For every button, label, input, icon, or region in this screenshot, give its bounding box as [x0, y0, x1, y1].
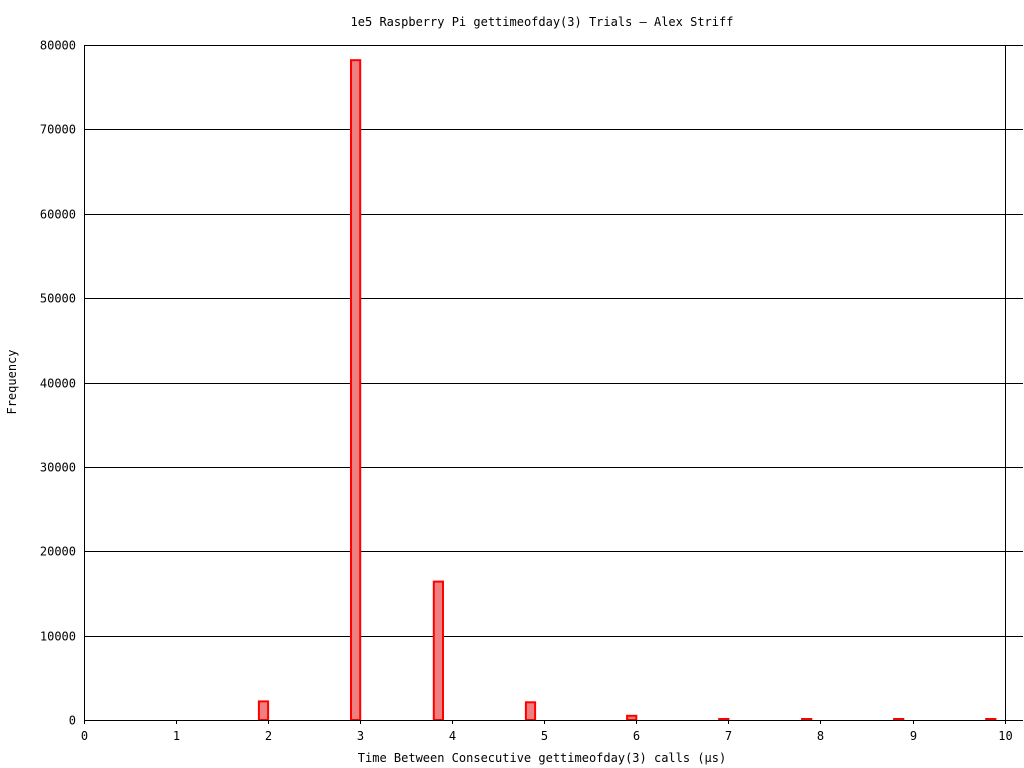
y-tick-label: 30000 — [40, 461, 76, 475]
y-tick-label: 50000 — [40, 292, 76, 306]
histogram-bar — [718, 718, 730, 721]
x-tick-label: 0 — [81, 729, 88, 743]
x-tick-label: 3 — [357, 729, 364, 743]
x-tick-label: 4 — [449, 729, 456, 743]
y-tick-label: 80000 — [40, 39, 76, 53]
x-tick-label: 5 — [541, 729, 548, 743]
x-tick-label: 2 — [265, 729, 272, 743]
x-axis-ticks: 0 1 2 3 4 5 6 7 8 9 10 — [81, 720, 1013, 743]
y-axis-ticks: 0 10000 20000 30000 40000 50000 60000 70000 8000… — [40, 39, 76, 728]
histogram-bar — [524, 701, 537, 721]
x-tick-label: 8 — [817, 729, 824, 743]
histogram-bar — [893, 718, 905, 721]
y-tick-label: 0 — [69, 714, 76, 728]
x-tick-label: 1 — [173, 729, 180, 743]
histogram-bar — [350, 59, 362, 721]
histogram-bar — [432, 580, 444, 721]
x-tick-label: 7 — [725, 729, 732, 743]
y-tick-label: 60000 — [40, 208, 76, 222]
y-tick-label: 70000 — [40, 123, 76, 137]
axes — [84, 45, 1023, 721]
y-axis-label: Frequency — [5, 349, 19, 414]
gridlines — [84, 45, 1023, 720]
x-tick-label: 9 — [910, 729, 917, 743]
histogram-bar — [257, 700, 270, 722]
y-tick-label: 40000 — [40, 377, 76, 391]
bars — [257, 59, 997, 722]
histogram-bar — [801, 718, 813, 721]
chart-title: 1e5 Raspberry Pi gettimeofday(3) Trials … — [351, 15, 734, 29]
x-tick-label: 6 — [633, 729, 640, 743]
x-tick-label: 10 — [998, 729, 1012, 743]
y-tick-label: 20000 — [40, 545, 76, 559]
histogram-bar — [985, 718, 997, 721]
y-tick-label: 10000 — [40, 630, 76, 644]
x-axis-label: Time Between Consecutive gettimeofday(3)… — [358, 751, 726, 765]
histogram-bar — [626, 714, 638, 721]
